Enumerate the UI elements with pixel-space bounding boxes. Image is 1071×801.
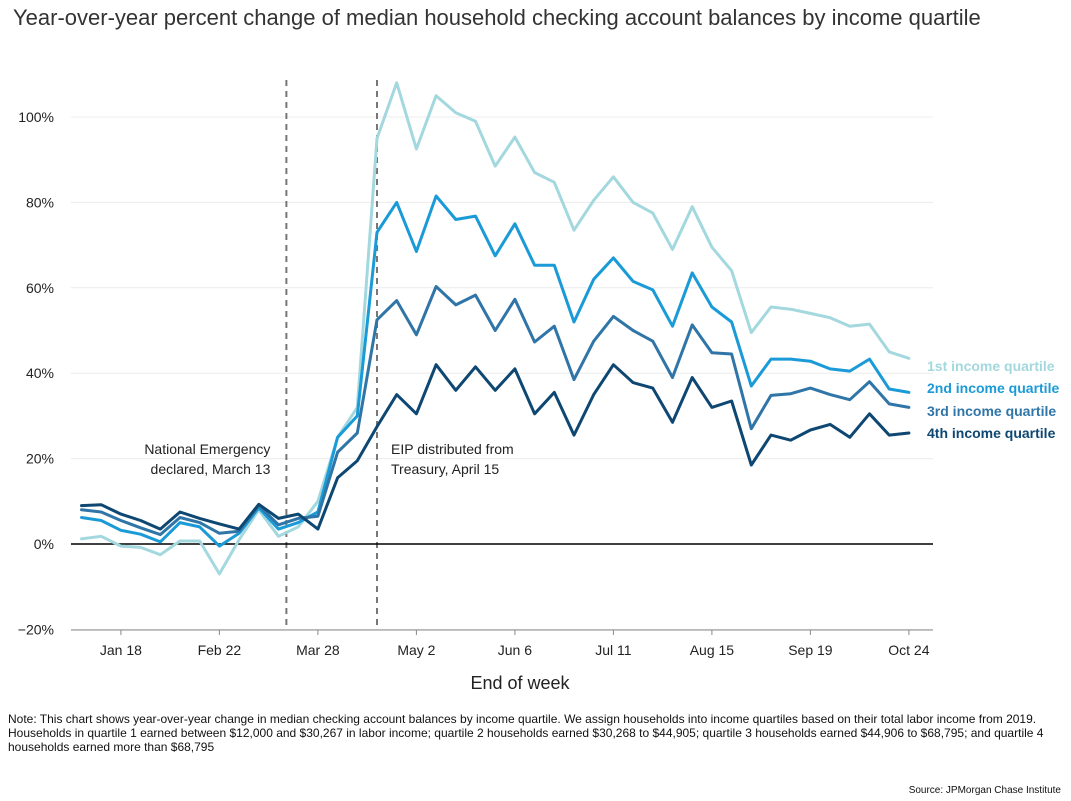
chart-note: Note: This chart shows year-over-year ch… [8,712,1044,754]
y-tick-label: 40% [26,365,54,381]
x-axis-title: End of week [470,673,570,693]
y-tick-label: 0% [34,536,54,552]
x-tick-label: Jun 6 [498,642,532,658]
event-annotation-text: EIP distributed from [391,441,514,457]
y-tick-label: 20% [26,451,54,467]
legend-label-q3: 3rd income quartile [927,403,1056,419]
gridlines [71,116,933,630]
x-tick-label: Sep 19 [788,642,833,658]
legend-label-q4: 4th income quartile [927,425,1056,441]
event-annotation-text: declared, March 13 [151,461,271,477]
series-line-q4 [80,363,911,531]
series-line-q3 [80,285,911,537]
legend-label-q1: 1st income quartile [927,358,1055,374]
event-annotation-text: National Emergency [144,441,270,457]
source-credit: Source: JPMorgan Chase Institute [908,785,1061,796]
x-tick-label: Aug 15 [690,642,735,658]
x-tick-label: May 2 [397,642,435,658]
y-tick-label: 100% [18,109,54,125]
x-tick-label: Feb 22 [198,642,242,658]
x-tick-label: Jan 18 [100,642,142,658]
series-line-q2 [80,194,911,548]
line-chart: National Emergency declared, March 13 EIP … [18,80,1059,693]
y-tick-label: 80% [26,194,54,210]
x-tick-label: Oct 24 [888,642,929,658]
event-annotation-text: Treasury, April 15 [391,461,499,477]
axes: −20% 0% 20% 40% 60% 80% 100% Jan 18 Feb 22 Mar 28… [18,109,933,693]
annotations: National Emergency declared, March 13 EIP … [144,80,514,630]
legend: 1st income quartile 2nd income quartile 3r… [927,358,1059,441]
x-tick-label: Mar 28 [296,642,340,658]
chart-title: Year-over-year percent change of median … [13,5,981,30]
x-tick-label: Jul 11 [595,642,632,658]
y-tick-label: −20% [18,621,54,637]
series-line-q1 [80,81,911,576]
series-lines [80,81,911,576]
y-tick-label: 60% [26,280,54,296]
legend-label-q2: 2nd income quartile [927,380,1059,396]
